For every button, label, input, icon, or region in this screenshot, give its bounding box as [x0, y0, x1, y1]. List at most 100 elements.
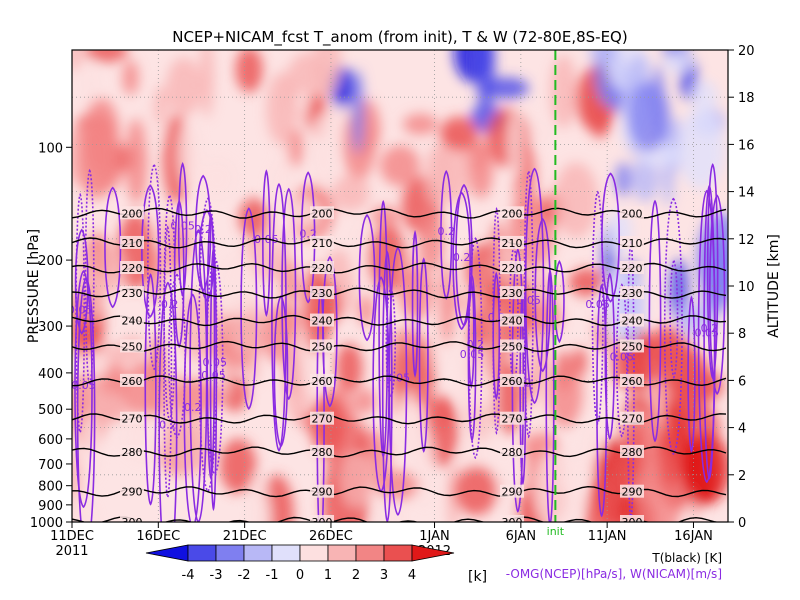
temperature-contour-label: 270 — [122, 413, 143, 426]
chart-title: NCEP+NICAM_fcst T_anom (from init), T & … — [172, 28, 627, 47]
colorbar-tick-label: -1 — [266, 568, 279, 583]
w-contour-loop — [168, 273, 186, 439]
pressure-tick-label: 100 — [38, 141, 63, 156]
anomaly-patch — [125, 117, 148, 205]
temperature-contour-label: 260 — [502, 375, 523, 388]
colorbar-segment — [187, 544, 217, 562]
w-contours: 0.050.20.050.20.050.20.05 0.20.050.20.050… — [68, 161, 726, 522]
temperature-contour-label: 210 — [122, 237, 143, 250]
w-contour-label: 0.05 — [68, 303, 93, 316]
x-tick-label: 1JAN — [419, 529, 450, 544]
w-contour-loop — [381, 250, 393, 522]
temperature-label-bg — [310, 444, 334, 458]
w-contour-label: 0.05 — [585, 298, 610, 311]
w-contour-loop — [601, 172, 620, 303]
w-contour-loop — [198, 197, 218, 493]
w-contour-loop — [144, 273, 157, 506]
w-contour-loop — [523, 169, 534, 439]
x-tick-label: 16DEC — [136, 529, 180, 544]
anomaly-patch — [658, 419, 683, 488]
w-contour-loop — [648, 199, 662, 443]
temperature-label-bg — [310, 373, 334, 387]
anomaly-patch — [313, 50, 341, 94]
temperature-label-bg — [500, 373, 524, 387]
altitude-axis: 0 2 4 6 8 10 12 14 16 18 20 — [728, 44, 755, 531]
pressure-tick-label: 800 — [38, 480, 63, 495]
anomaly-patch — [663, 50, 694, 74]
w-contour-loop — [104, 186, 122, 309]
w-contour-loop — [468, 279, 475, 389]
w-contour-loop — [687, 295, 696, 454]
anomaly-patch — [177, 119, 203, 188]
w-contour-loop — [194, 174, 212, 292]
anomaly-patch — [583, 424, 605, 459]
w-contour-loop — [669, 258, 679, 380]
temperature-contour-label: 230 — [502, 287, 523, 300]
pressure-tick-label: 900 — [38, 499, 63, 514]
temperature-contour-240 — [72, 314, 727, 327]
w-contour-loop — [358, 213, 376, 342]
altitude-tick-label: 12 — [738, 233, 755, 248]
temperature-label-bg — [620, 206, 644, 220]
colorbar-segment — [271, 544, 301, 562]
anomaly-patch — [238, 198, 270, 238]
pressure-axis: 100 200 300 400 500 600 700 800 900 1000 — [30, 141, 72, 531]
temperature-contour-label: 270 — [622, 413, 643, 426]
anomaly-patch — [72, 50, 83, 72]
temperature-contour-200 — [72, 207, 727, 219]
w-contour-label: 0.05 — [610, 350, 635, 363]
gridlines — [72, 50, 728, 522]
w-contour-loop — [281, 187, 297, 401]
temperature-contour-label: 210 — [622, 237, 643, 250]
temperature-label-bg — [310, 515, 334, 522]
temperature-contour-label: 290 — [622, 486, 643, 499]
w-contour-label: 0.2 — [467, 338, 485, 351]
temperature-label-bg — [310, 339, 334, 353]
temperature-label-bg — [620, 444, 644, 458]
anomaly-patch — [246, 354, 259, 384]
altitude-tick-label: 14 — [738, 186, 755, 201]
temperature-label-bg — [620, 261, 644, 275]
w-contour-label: 0.05 — [170, 219, 195, 232]
temperature-contour-label: 280 — [122, 446, 143, 459]
anomaly-patch — [72, 493, 98, 522]
w-contour-label: 0.2 — [184, 401, 202, 414]
anomaly-patch — [354, 388, 376, 415]
temperature-label-bg — [310, 286, 334, 300]
anomaly-patch — [508, 110, 523, 180]
anomaly-patch — [483, 77, 529, 99]
w-contour-loop — [75, 192, 86, 435]
temperature-label-bg — [500, 235, 524, 249]
w-contour-label: 0.05 — [460, 348, 485, 361]
temperature-label-bg — [120, 484, 144, 498]
pressure-tick-label: 600 — [38, 433, 63, 448]
temperature-contour-220 — [72, 262, 727, 274]
w-contour-loop — [511, 248, 525, 513]
temperature-contours: 200 200 200 200 210 210 210 210 220 220 220 220 230 2… — [72, 206, 727, 522]
anomaly-patch — [553, 162, 599, 239]
temperature-contour-label: 240 — [622, 315, 643, 328]
temperature-contour-label: 220 — [122, 262, 143, 275]
temperature-contour-label: 230 — [122, 287, 143, 300]
temperature-label-bg — [500, 313, 524, 327]
temperature-label-bg — [620, 484, 644, 498]
altitude-tick-label: 18 — [738, 91, 755, 106]
altitude-tick-label: 4 — [738, 422, 746, 437]
colorbar-segment — [215, 544, 245, 562]
colorbar-segment — [411, 544, 455, 562]
temperature-contour-210 — [72, 237, 727, 249]
temperature-label-bg — [120, 286, 144, 300]
pressure-tick-label: 1000 — [30, 516, 63, 531]
anomaly-patch — [402, 113, 438, 135]
temperature-label-bg — [500, 515, 524, 522]
w-contour-loop — [209, 246, 218, 512]
anomaly-patch — [547, 358, 583, 428]
temperature-label-bg — [620, 339, 644, 353]
anomaly-patch — [475, 50, 496, 110]
altitude-tick-label: 20 — [738, 44, 755, 59]
anomaly-patch — [439, 116, 479, 151]
w-contour-loop — [440, 169, 453, 300]
anomaly-patch — [640, 382, 671, 407]
anomaly-patch — [266, 72, 297, 146]
colorbar-segment — [243, 544, 273, 562]
